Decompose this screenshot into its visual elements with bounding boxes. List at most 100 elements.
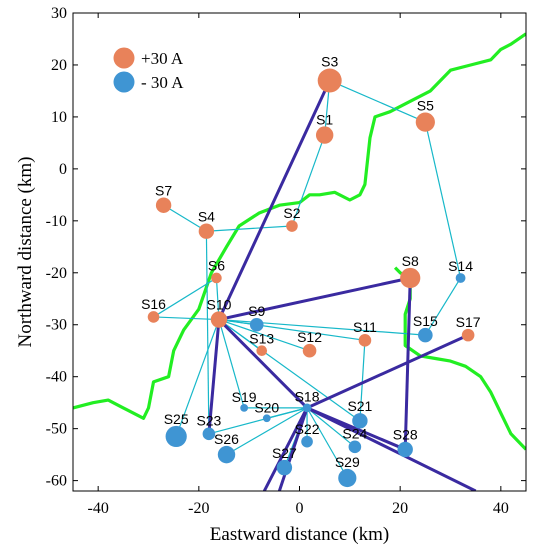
station-marker-s29 xyxy=(338,468,357,488)
thick-link-offchart-1 xyxy=(306,406,477,491)
station-marker-s14 xyxy=(455,273,466,283)
station-marker-s10 xyxy=(210,311,228,328)
station-label-s8: S8 xyxy=(402,253,419,269)
y-tick-label: -40 xyxy=(46,369,67,386)
station-label-s10: S10 xyxy=(207,296,232,312)
axis-ticks: -40 -20 0 20 40 30 20 10 0 -10 -20 -30 -40 -50 -60 xyxy=(46,5,526,517)
thick-link-S3-S10 xyxy=(217,79,332,321)
thick-link-offchart-0 xyxy=(262,407,309,491)
station-label-s24: S24 xyxy=(342,426,367,442)
station-marker-s15 xyxy=(418,327,433,343)
station-marker-s1 xyxy=(315,126,334,144)
thin-link-S5-S14 xyxy=(424,121,462,279)
thin-link-S18-S23 xyxy=(208,407,308,435)
thick-link-S10-S8 xyxy=(218,276,411,322)
station-marker-s28 xyxy=(397,441,413,458)
thin-link-S4-S23 xyxy=(205,231,210,434)
station-marker-s13 xyxy=(256,345,268,357)
station-marker-s20 xyxy=(262,414,271,423)
thin-link-S10-S19 xyxy=(218,319,245,409)
y-tick-label: 0 xyxy=(59,161,67,178)
station-label-s11: S11 xyxy=(353,319,377,335)
station-label-s17: S17 xyxy=(456,314,481,330)
station-label-s14: S14 xyxy=(448,258,473,274)
station-label-s6: S6 xyxy=(208,258,225,274)
station-marker-s6 xyxy=(211,272,222,284)
legend-marker-positive xyxy=(113,47,135,69)
y-tick-label: -60 xyxy=(46,473,67,490)
y-tick-label: 10 xyxy=(51,109,67,126)
station-marker-s4 xyxy=(198,223,215,239)
station-marker-s24 xyxy=(348,440,362,454)
thick-link-S10-S18 xyxy=(217,318,309,409)
legend-label-negative: - 30 A xyxy=(141,73,184,92)
station-marker-s2 xyxy=(286,220,298,232)
station-label-s3: S3 xyxy=(321,54,338,70)
y-tick-label: 30 xyxy=(51,5,67,22)
station-label-s28: S28 xyxy=(393,427,418,443)
thin-link-S14-S15 xyxy=(424,277,462,336)
station-label-s12: S12 xyxy=(297,329,322,345)
x-tick-label: -20 xyxy=(188,500,209,517)
thin-link-S3-S5 xyxy=(329,79,426,123)
boundary-line xyxy=(73,32,526,451)
station-marker-s11 xyxy=(358,334,372,347)
thick-link-S18-S17 xyxy=(306,333,469,410)
thin-link-S18-S26 xyxy=(226,407,308,456)
x-tick-label: 40 xyxy=(493,500,509,517)
thin-link-S10-S21 xyxy=(218,319,361,422)
legend-label-positive: +30 A xyxy=(141,49,184,68)
station-label-s16: S16 xyxy=(141,296,166,312)
station-marker-s23 xyxy=(202,427,216,441)
station-label-s22: S22 xyxy=(295,421,320,437)
station-marker-s26 xyxy=(217,445,236,464)
y-tick-label: 20 xyxy=(51,57,67,74)
x-tick-label: 20 xyxy=(392,500,408,517)
thin-link-S1-S2 xyxy=(291,134,326,227)
station-marker-s3 xyxy=(317,68,342,93)
thin-link-S18-S24 xyxy=(306,407,356,448)
station-label-s20: S20 xyxy=(254,399,279,415)
station-label-s7: S7 xyxy=(155,183,172,199)
y-tick-label: -50 xyxy=(46,421,67,438)
station-marker-s8 xyxy=(400,267,421,289)
station-marker-s17 xyxy=(461,328,475,342)
station-label-s27: S27 xyxy=(272,445,297,461)
station-marker-s19 xyxy=(240,403,249,412)
station-label-s19: S19 xyxy=(232,389,257,405)
y-tick-label: -10 xyxy=(46,213,67,230)
station-marker-s5 xyxy=(415,112,435,132)
thick-link-S10-S23 xyxy=(207,319,221,434)
station-label-s26: S26 xyxy=(214,431,239,447)
thick-link-S8-S28 xyxy=(403,277,412,450)
thin-link-S18-S29 xyxy=(306,407,348,479)
station-marker-s21 xyxy=(352,413,368,429)
thin-link-S10-S12 xyxy=(218,318,310,352)
station-label-s13: S13 xyxy=(249,330,274,346)
station-label-s9: S9 xyxy=(248,303,265,319)
station-marker-s9 xyxy=(249,317,264,332)
station-label-s18: S18 xyxy=(295,388,320,404)
station-label-s4: S4 xyxy=(198,208,215,224)
y-tick-label: -30 xyxy=(46,317,67,334)
legend-marker-negative xyxy=(113,71,135,93)
thin-link-S10-S16 xyxy=(153,316,219,321)
legend: +30 A - 30 A xyxy=(113,47,184,93)
station-marker-s22 xyxy=(301,435,313,448)
station-label-s25: S25 xyxy=(164,411,189,427)
station-marker-s7 xyxy=(155,197,172,213)
thin-link-S10-S25 xyxy=(175,319,220,437)
station-label-s23: S23 xyxy=(196,413,221,429)
station-marker-s27 xyxy=(276,459,293,476)
thick-link-offchart-2 xyxy=(277,407,309,491)
thin-link-S11-S21 xyxy=(359,340,366,421)
station-label-s1: S1 xyxy=(316,111,333,127)
x-axis-label: Eastward distance (km) xyxy=(210,524,389,545)
thin-link-S2-S4 xyxy=(206,225,292,232)
y-axis-label: Northward distance (km) xyxy=(15,157,36,348)
station-marker-s12 xyxy=(302,343,317,358)
station-label-s29: S29 xyxy=(335,454,360,470)
station-marker-s16 xyxy=(147,311,160,323)
thin-link-S10-S11 xyxy=(218,318,366,341)
